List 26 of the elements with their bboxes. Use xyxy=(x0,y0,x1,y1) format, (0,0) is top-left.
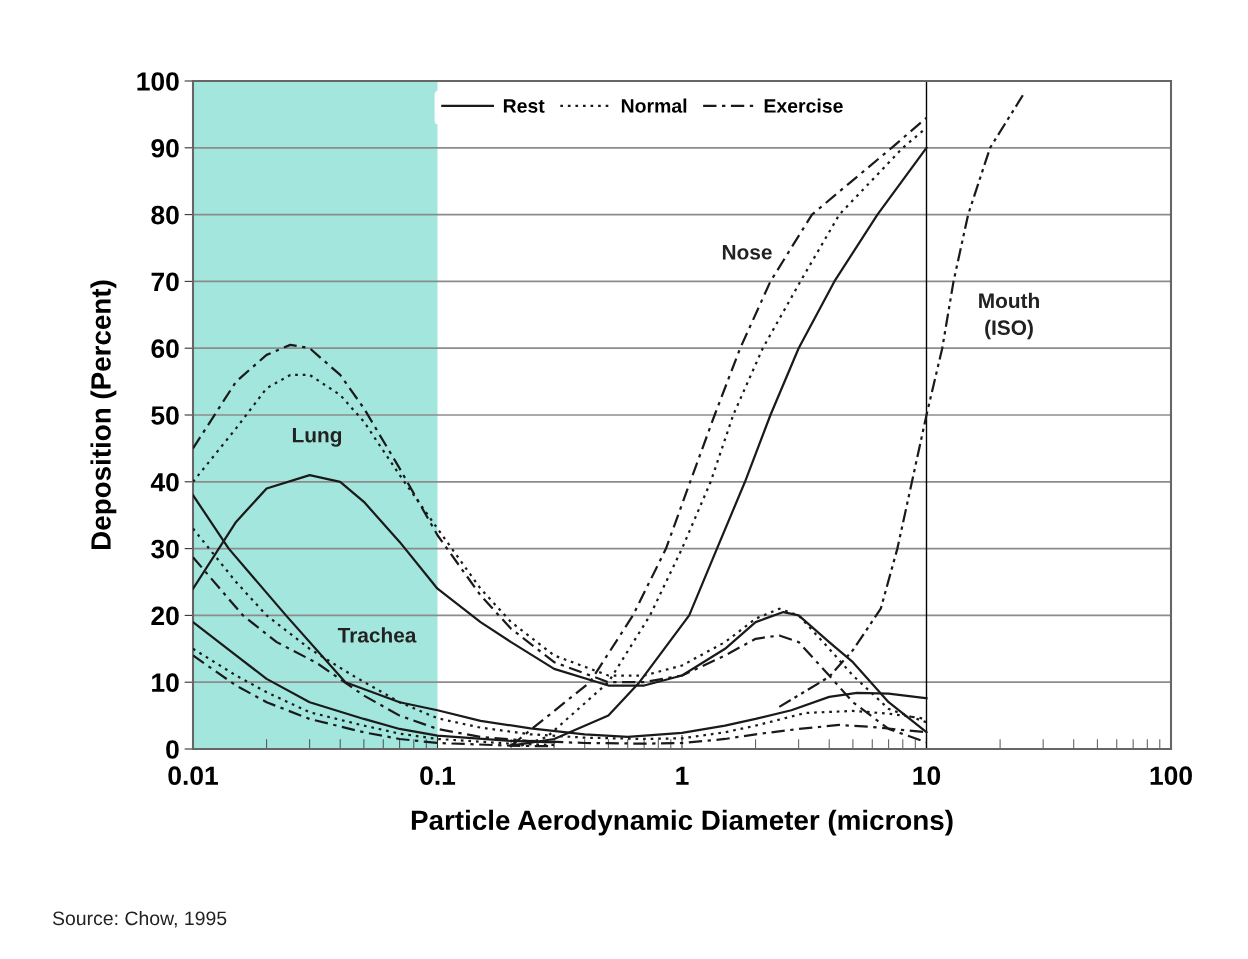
y-tick-label: 0 xyxy=(166,740,179,759)
legend-label: Rest xyxy=(503,99,545,113)
y-tick-label: 70 xyxy=(151,272,179,292)
x-tick-label: 0.01 xyxy=(168,766,218,786)
x-tick-label: 1 xyxy=(676,766,689,785)
y-tick-label: 50 xyxy=(151,406,179,425)
x-tick-label: 0.1 xyxy=(420,766,456,786)
y-tick-label: 100 xyxy=(137,72,179,91)
y-tick-label: 60 xyxy=(151,339,179,359)
x-tick-label: 100 xyxy=(1150,766,1192,786)
source-note: Source: Chow, 1995 xyxy=(52,910,227,928)
y-tick-label: 40 xyxy=(150,472,179,492)
annotation: Mouth (ISO) xyxy=(979,292,1039,340)
y-axis-title: Deposition (Percent) xyxy=(90,280,117,549)
y-tick-label: 30 xyxy=(151,539,179,559)
legend-label: Normal xyxy=(621,98,687,113)
legend-label: Exercise xyxy=(764,98,843,113)
annotation: Lung xyxy=(292,427,342,447)
x-tick-label: 10 xyxy=(913,766,941,786)
annotation: Trachea xyxy=(337,627,417,643)
annotation: Nose xyxy=(722,245,772,260)
y-tick-label: 10 xyxy=(152,673,179,693)
y-tick-label: 20 xyxy=(151,606,179,626)
x-axis-title: Particle Aerodynamic Diameter (microns) xyxy=(411,809,953,836)
y-tick-label: 80 xyxy=(151,205,179,225)
y-tick-label: 90 xyxy=(151,138,179,158)
